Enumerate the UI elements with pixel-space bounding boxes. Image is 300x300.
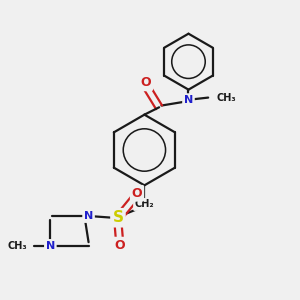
Text: O: O xyxy=(141,76,151,89)
Text: N: N xyxy=(184,95,193,105)
Text: N: N xyxy=(46,241,55,251)
Text: CH₃: CH₃ xyxy=(8,241,27,251)
Text: CH₂: CH₂ xyxy=(135,200,154,209)
Text: O: O xyxy=(114,238,125,252)
Text: O: O xyxy=(132,187,142,200)
Text: N: N xyxy=(84,211,93,221)
Text: S: S xyxy=(112,210,124,225)
Text: CH₃: CH₃ xyxy=(216,93,236,103)
